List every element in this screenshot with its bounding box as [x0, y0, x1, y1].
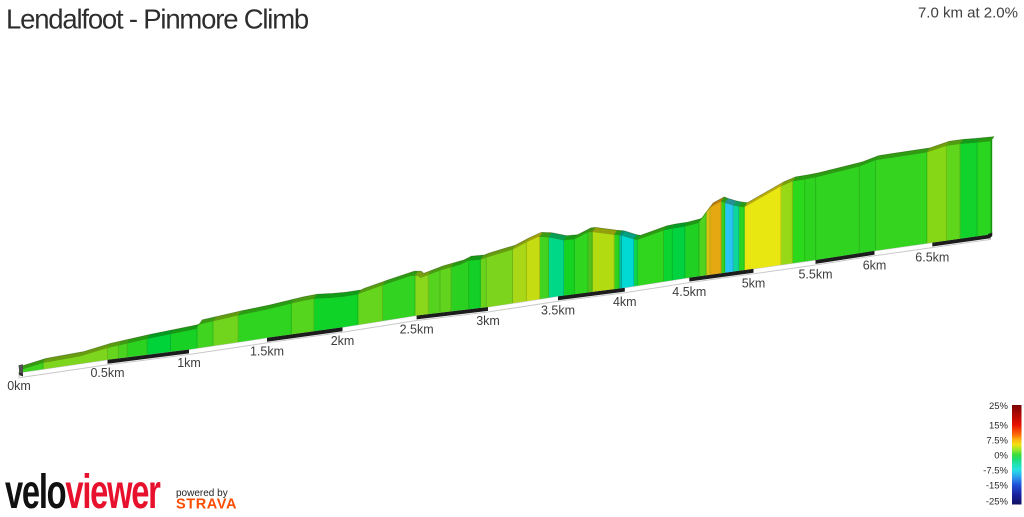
svg-text:0%: 0%	[994, 450, 1008, 461]
svg-text:0km: 0km	[7, 379, 31, 393]
svg-text:0.5km: 0.5km	[90, 366, 124, 380]
svg-text:25%: 25%	[989, 401, 1009, 412]
svg-text:3.5km: 3.5km	[541, 304, 575, 318]
svg-text:powered by: powered by	[176, 488, 228, 499]
svg-text:6.5km: 6.5km	[915, 251, 949, 265]
svg-text:3km: 3km	[476, 314, 500, 328]
svg-text:-15%: -15%	[986, 480, 1009, 491]
svg-text:4km: 4km	[613, 295, 637, 309]
svg-text:-7.5%: -7.5%	[983, 465, 1008, 476]
svg-text:5km: 5km	[742, 276, 766, 290]
svg-text:4.5km: 4.5km	[672, 285, 706, 299]
svg-text:Lendalfoot - Pinmore Climb: Lendalfoot - Pinmore Climb	[6, 4, 309, 35]
svg-text:-25%: -25%	[986, 497, 1009, 508]
svg-text:1km: 1km	[177, 356, 201, 370]
svg-text:1.5km: 1.5km	[250, 345, 284, 359]
svg-text:5.5km: 5.5km	[798, 268, 832, 282]
svg-text:veloviewer: veloviewer	[5, 465, 161, 512]
svg-text:STRAVA: STRAVA	[176, 497, 237, 513]
svg-text:6km: 6km	[863, 259, 887, 273]
svg-text:7.5%: 7.5%	[986, 436, 1008, 447]
svg-text:2.5km: 2.5km	[400, 322, 434, 336]
svg-text:2km: 2km	[331, 334, 355, 348]
svg-text:15%: 15%	[989, 421, 1009, 432]
svg-text:7.0 km at 2.0%: 7.0 km at 2.0%	[918, 5, 1018, 22]
